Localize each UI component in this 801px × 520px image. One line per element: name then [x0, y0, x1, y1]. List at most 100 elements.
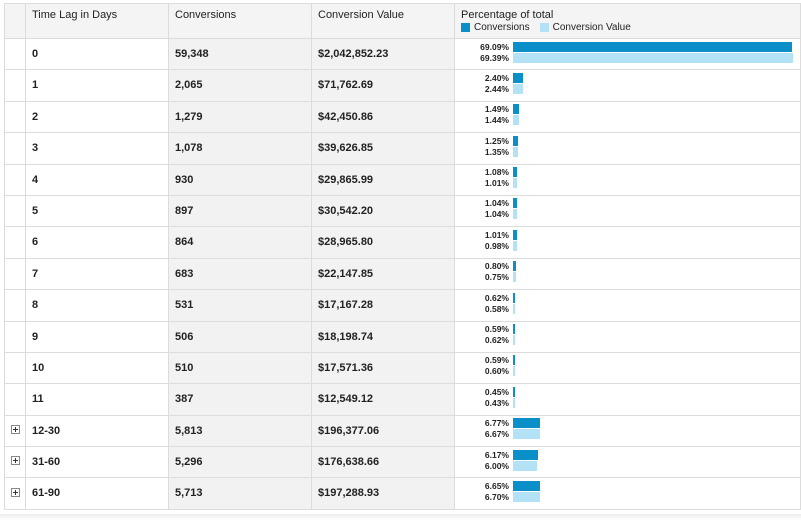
percentage-cell: 69.09% 69.39%	[454, 37, 801, 71]
percentage-bar-conversions	[513, 135, 518, 146]
time-lag-cell: 31-60	[25, 446, 169, 479]
legend-item-conversions: Conversions	[461, 22, 530, 33]
percentage-bar-conversion-value	[513, 272, 516, 283]
percentage-cell: 0.80% 0.75%	[454, 257, 801, 291]
percentage-cell: 1.08% 1.01%	[454, 163, 801, 196]
table-row: 3 1,078 $39,626.85 1.25% 1.35%	[4, 132, 801, 165]
percentage-label-conversions: 0.80%	[484, 261, 509, 272]
expand-plus-icon[interactable]	[10, 456, 20, 466]
table-bottom-shadow	[0, 514, 801, 520]
column-header-conversion-value[interactable]: Conversion Value	[311, 3, 455, 39]
conversion-value-cell: $12,549.12	[311, 383, 455, 416]
percentage-bar-conversions	[513, 386, 515, 397]
conversions-cell: 531	[168, 289, 312, 322]
expand-plus-icon[interactable]	[10, 487, 20, 497]
row-expand-cell	[4, 383, 26, 416]
percentage-bar-conversion-value	[513, 429, 540, 440]
column-header-percentage[interactable]: Percentage of total Conversions Conversi…	[454, 3, 801, 39]
conversions-cell: 5,813	[168, 414, 312, 448]
time-lag-cell: 1	[25, 69, 169, 102]
time-lag-cell: 3	[25, 132, 169, 165]
conversions-cell: 387	[168, 383, 312, 416]
conversion-value-cell: $29,865.99	[311, 163, 455, 196]
percentage-label-conversions: 1.04%	[484, 198, 509, 209]
percentage-label-conversion-value: 1.01%	[484, 178, 509, 189]
percentage-label-conversions: 69.09%	[480, 41, 509, 52]
percentage-line-conversions: 1.08%	[461, 167, 800, 178]
percentage-label-conversions: 0.62%	[484, 292, 509, 303]
percentage-line-conversions: 0.80%	[461, 261, 800, 272]
row-expand-cell[interactable]	[4, 414, 26, 448]
table-row: 9 506 $18,198.74 0.59% 0.62%	[4, 320, 801, 353]
table-row: 8 531 $17,167.28 0.62% 0.58%	[4, 289, 801, 322]
table-row: 2 1,279 $42,450.86 1.49% 1.44%	[4, 100, 801, 134]
conversion-value-cell: $176,638.66	[311, 446, 455, 479]
column-header-time-lag[interactable]: Time Lag in Days	[25, 3, 169, 39]
percentage-cell: 1.01% 0.98%	[454, 226, 801, 259]
percentage-line-conversion-value: 1.35%	[461, 146, 800, 157]
time-lag-cell: 2	[25, 100, 169, 134]
time-lag-cell: 0	[25, 37, 169, 71]
legend-swatch-conversions	[461, 23, 470, 32]
percentage-label-conversion-value: 6.70%	[484, 491, 509, 502]
percentage-line-conversions: 0.59%	[461, 355, 800, 366]
percentage-cell: 1.25% 1.35%	[454, 132, 801, 165]
percentage-bar-conversions	[513, 41, 792, 52]
table-row: 11 387 $12,549.12 0.45% 0.43%	[4, 383, 801, 416]
percentage-cell: 6.65% 6.70%	[454, 477, 801, 510]
conversions-cell: 506	[168, 320, 312, 353]
conversions-cell: 2,065	[168, 69, 312, 102]
conversion-value-cell: $2,042,852.23	[311, 37, 455, 71]
table-row: 10 510 $17,571.36 0.59% 0.60%	[4, 351, 801, 385]
percentage-line-conversions: 0.62%	[461, 292, 800, 303]
conversion-value-cell: $196,377.06	[311, 414, 455, 448]
time-lag-cell: 9	[25, 320, 169, 353]
table-row: 0 59,348 $2,042,852.23 69.09% 69.39%	[4, 37, 801, 71]
table-row: 4 930 $29,865.99 1.08% 1.01%	[4, 163, 801, 196]
column-header-conversions[interactable]: Conversions	[168, 3, 312, 39]
conversion-value-cell: $17,167.28	[311, 289, 455, 322]
expand-plus-icon[interactable]	[10, 424, 20, 434]
row-expand-cell[interactable]	[4, 477, 26, 510]
conversion-value-cell: $39,626.85	[311, 132, 455, 165]
conversions-cell: 1,078	[168, 132, 312, 165]
table-body: 0 59,348 $2,042,852.23 69.09% 69.39% 1 2,065 $7…	[4, 37, 801, 510]
percentage-bar-conversions	[513, 104, 519, 115]
percentage-label-conversion-value: 6.00%	[484, 460, 509, 471]
conversions-cell: 5,713	[168, 477, 312, 510]
percentage-line-conversions: 6.77%	[461, 418, 800, 429]
percentage-cell: 1.49% 1.44%	[454, 100, 801, 134]
row-expand-cell	[4, 69, 26, 102]
percentage-bar-conversions	[513, 324, 515, 335]
percentage-line-conversions: 0.59%	[461, 324, 800, 335]
row-expand-cell	[4, 351, 26, 385]
percentage-bar-conversion-value	[513, 209, 517, 220]
percentage-legend: Conversions Conversion Value	[461, 22, 794, 33]
percentage-cell: 0.59% 0.60%	[454, 351, 801, 385]
conversions-cell: 59,348	[168, 37, 312, 71]
time-lag-cell: 61-90	[25, 477, 169, 510]
percentage-bar-conversion-value	[513, 52, 793, 63]
row-expand-cell[interactable]	[4, 446, 26, 479]
percentage-label-conversions: 1.25%	[484, 135, 509, 146]
row-expand-cell	[4, 226, 26, 259]
conversion-value-cell: $197,288.93	[311, 477, 455, 510]
percentage-cell: 6.17% 6.00%	[454, 446, 801, 479]
percentage-line-conversions: 1.01%	[461, 229, 800, 240]
conversions-cell: 510	[168, 351, 312, 385]
percentage-bar-conversion-value	[513, 146, 518, 157]
time-lag-cell: 6	[25, 226, 169, 259]
table-row: 7 683 $22,147.85 0.80% 0.75%	[4, 257, 801, 291]
percentage-label-conversion-value: 0.98%	[484, 240, 509, 251]
table-header-row: Time Lag in Days Conversions Conversion …	[4, 3, 801, 39]
legend-swatch-conversion-value	[539, 23, 549, 32]
time-lag-cell: 4	[25, 163, 169, 196]
percentage-bar-conversion-value	[513, 178, 517, 189]
percentage-header-title: Percentage of total	[461, 9, 554, 21]
percentage-bar-conversion-value	[513, 83, 523, 94]
percentage-line-conversion-value: 2.44%	[461, 83, 800, 94]
percentage-label-conversions: 2.40%	[484, 72, 509, 83]
percentage-bar-conversions	[513, 261, 516, 272]
conversions-cell: 1,279	[168, 100, 312, 134]
percentage-line-conversions: 1.49%	[461, 104, 800, 115]
